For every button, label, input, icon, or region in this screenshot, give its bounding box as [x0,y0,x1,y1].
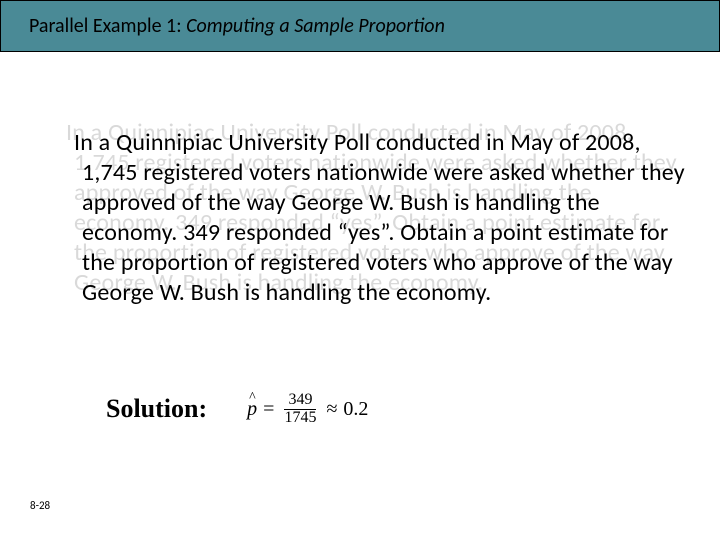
paragraph-main-text: In a Quinnipiac University Poll conducte… [50,128,690,308]
title-italic: Computing a Sample Proportion [186,14,445,38]
paragraph-main: In a Quinnipiac University Poll conducte… [50,128,690,308]
fraction-numerator: 349 [284,392,316,410]
slide-number: 8-28 [30,499,50,512]
fraction-denominator: 1745 [280,410,320,427]
title-bar: Parallel Example 1: Computing a Sample P… [0,0,720,52]
fraction: 349 1745 [280,392,320,427]
approx-symbol: ≈ [326,398,337,421]
formula-result: 0.2 [343,398,368,421]
hat-accent: ^ [249,390,256,406]
slide-title: Parallel Example 1: Computing a Sample P… [29,14,445,38]
equals-1: = [263,398,274,421]
title-prefix: Parallel Example 1: [29,14,186,38]
solution-label: Solution: [106,394,207,424]
solution-row: Solution: ^ p = 349 1745 ≈ 0.2 [106,392,368,427]
phat-symbol: ^ p [247,398,257,421]
formula: ^ p = 349 1745 ≈ 0.2 [247,392,368,427]
